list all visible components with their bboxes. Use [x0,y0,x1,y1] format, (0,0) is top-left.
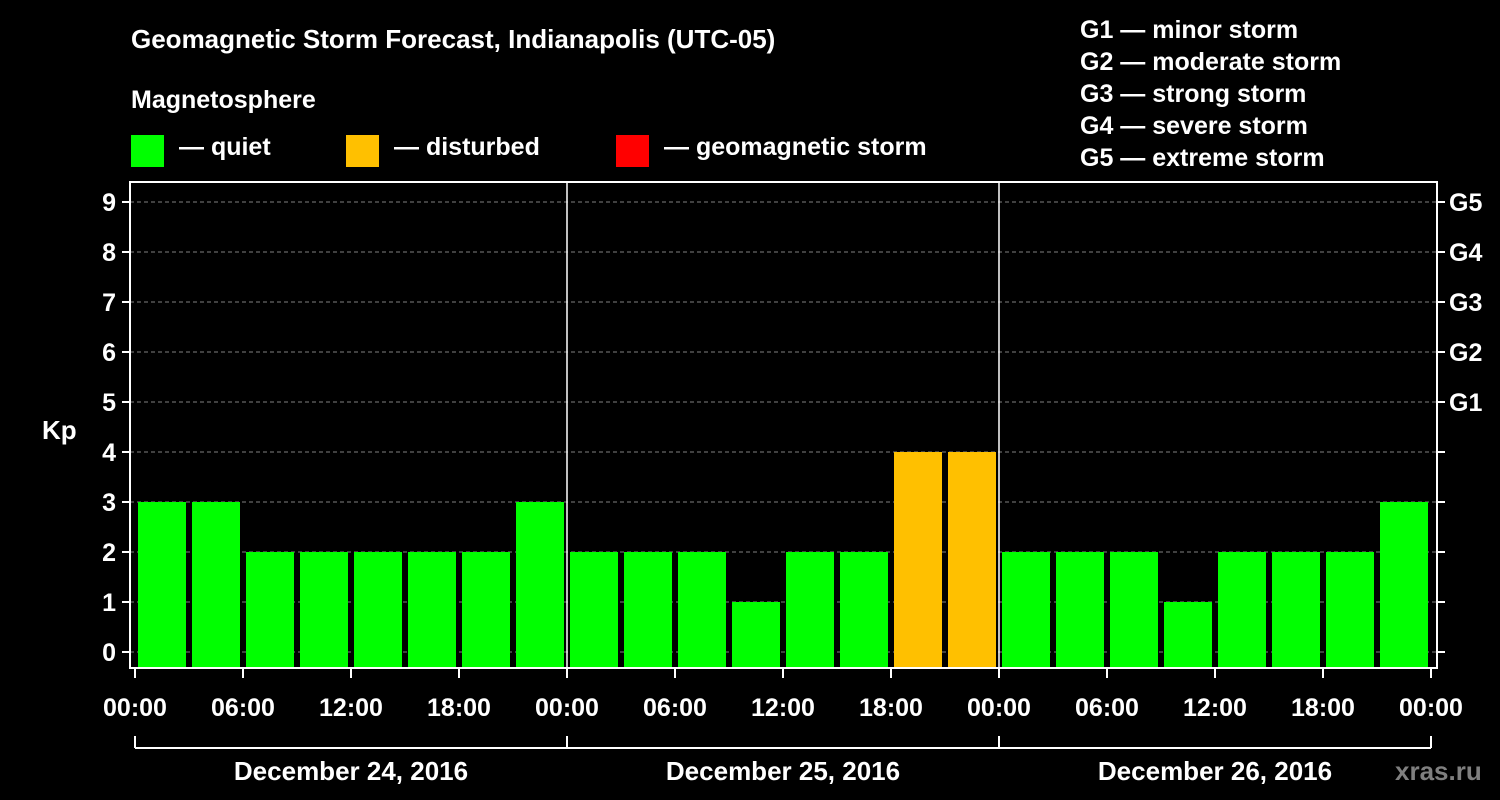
scale-g1: G1 — minor storm [1080,16,1299,44]
right-tick-label: G5 [1449,189,1482,217]
y-tick-label: 5 [102,389,116,417]
scale-g5: G5 — extreme storm [1080,144,1325,172]
kp-bar [354,552,402,668]
x-tick-label: 06:00 [643,694,707,722]
kp-bar [570,552,618,668]
kp-bar [408,552,456,668]
legend-label-disturbed: — disturbed [394,133,540,161]
storm-scale-legend: G1 — minor storm G2 — moderate storm G3 … [1080,14,1341,174]
y-tick-label: 9 [102,189,116,217]
date-label: December 24, 2016 [234,756,468,786]
y-tick-label: 8 [102,239,116,267]
scale-g3: G3 — strong storm [1080,80,1307,108]
kp-bars [138,452,1428,668]
kp-bar [462,552,510,668]
axis-labels: 0 1 2 3 4 5 6 7 8 9 G1 G2 G3 G4 G5 Kp 00:00 06:00 12:00 18:… [42,189,1482,786]
x-tick-label: 12:00 [319,694,383,722]
kp-bar [1218,552,1266,668]
y-tick-label: 0 [102,639,116,667]
kp-bar [840,552,888,668]
x-tick-label: 12:00 [1183,694,1247,722]
x-tick-label: 00:00 [103,694,167,722]
kp-bar [948,452,996,668]
x-tick-label: 00:00 [535,694,599,722]
kp-bar [1110,552,1158,668]
kp-bar [786,552,834,668]
x-tick-label: 18:00 [859,694,923,722]
legend-label-storm: — geomagnetic storm [664,133,927,161]
legend-swatch-storm [616,135,649,167]
legend-title: Magnetosphere [131,86,316,114]
grid-lines [130,201,1437,653]
right-tick-label: G4 [1449,239,1482,267]
x-tick-label: 00:00 [1399,694,1463,722]
kp-bar [894,452,942,668]
scale-g2: G2 — moderate storm [1080,48,1342,76]
kp-bar [1002,552,1050,668]
y-tick-label: 3 [102,489,116,517]
kp-bar [138,502,186,668]
y-axis-label: Kp [42,415,77,445]
chart-title: Geomagnetic Storm Forecast, Indianapolis… [131,24,776,54]
scale-g4: G4 — severe storm [1080,112,1308,140]
kp-bar [300,552,348,668]
x-tick-label: 06:00 [211,694,275,722]
x-tick-label: 00:00 [967,694,1031,722]
y-tick-label: 1 [102,589,116,617]
x-tick-label: 18:00 [1291,694,1355,722]
legend-label-quiet: — quiet [179,133,271,161]
y-tick-label: 4 [102,439,116,467]
date-label: December 26, 2016 [1098,756,1332,786]
kp-bar [732,602,780,668]
kp-bar [192,502,240,668]
y-tick-label: 6 [102,339,116,367]
kp-bar [1272,552,1320,668]
y-tick-label: 7 [102,289,116,317]
right-tick-label: G1 [1449,389,1482,417]
watermark: xras.ru [1395,756,1482,786]
kp-bar [1380,502,1428,668]
right-tick-label: G2 [1449,339,1482,367]
x-tick-label: 12:00 [751,694,815,722]
legend-swatch-quiet [131,135,164,167]
kp-bar [1326,552,1374,668]
right-tick-label: G3 [1449,289,1482,317]
x-tick-label: 06:00 [1075,694,1139,722]
date-label: December 25, 2016 [666,756,900,786]
kp-bar [516,502,564,668]
kp-bar [1164,602,1212,668]
kp-bar [624,552,672,668]
kp-bar [678,552,726,668]
plot-frame [122,181,1445,749]
x-tick-label: 18:00 [427,694,491,722]
legend-swatch-disturbed [346,135,379,167]
kp-bar [246,552,294,668]
y-tick-label: 2 [102,539,116,567]
kp-bar [1056,552,1104,668]
